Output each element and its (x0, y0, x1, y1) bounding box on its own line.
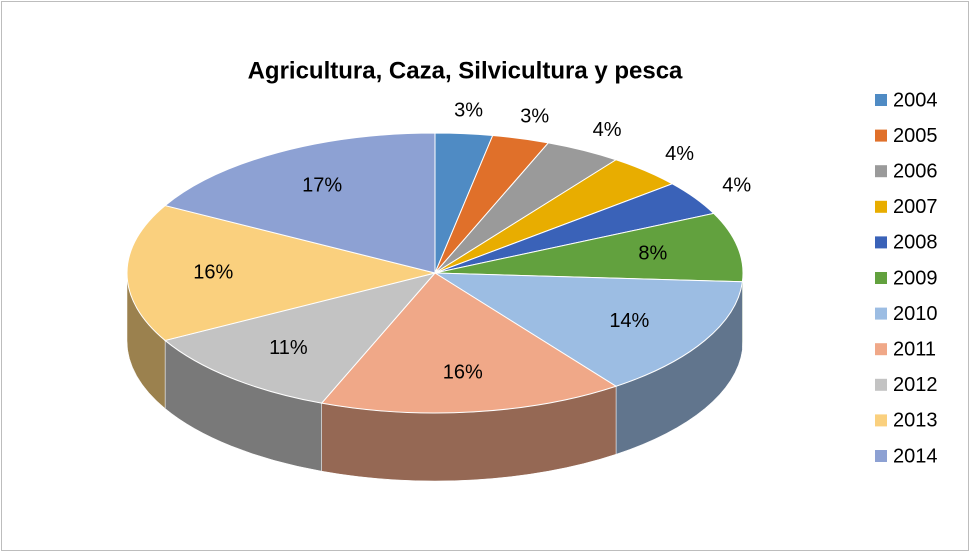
legend-label: 2007 (893, 196, 938, 218)
data-label: 16% (443, 361, 483, 383)
data-label: 11% (269, 337, 308, 359)
legend-label: 2008 (893, 232, 938, 254)
legend-swatch (875, 272, 887, 284)
chart-title: Agricultura, Caza, Silvicultura y pesca (248, 57, 683, 84)
legend-swatch (875, 378, 887, 391)
legend-label: 2005 (893, 125, 938, 147)
pie-slice (164, 132, 436, 274)
legend-swatch (875, 236, 887, 249)
legend-label: 2009 (893, 267, 938, 289)
pie-slice (126, 205, 436, 341)
data-label: 8% (638, 242, 667, 264)
pie-slice (164, 272, 437, 404)
legend-swatch (875, 165, 887, 178)
legend-label: 2004 (893, 89, 938, 111)
data-label: 4% (665, 143, 694, 165)
legend-label: 2014 (893, 445, 938, 467)
data-label: 3% (520, 105, 549, 127)
legend-label: 2011 (893, 338, 936, 360)
data-label: 4% (593, 119, 622, 141)
legend-swatch (875, 414, 887, 427)
legend-label: 2010 (893, 303, 938, 325)
data-label: 4% (722, 174, 751, 196)
legend-swatch (875, 94, 887, 106)
data-label: 3% (454, 100, 483, 122)
data-label: 17% (302, 175, 342, 197)
pie-slice (433, 272, 743, 387)
data-label: 14% (609, 310, 649, 332)
legend-label: 2006 (893, 160, 938, 182)
data-label: 16% (193, 261, 233, 283)
pie-slice (320, 272, 618, 414)
legend-swatch (875, 307, 887, 320)
legend-swatch (875, 200, 887, 213)
legend-swatch (875, 450, 887, 462)
legend-swatch (875, 343, 887, 356)
legend-label: 2012 (893, 374, 938, 396)
pie-slice (434, 212, 744, 283)
legend-label: 2013 (893, 410, 938, 432)
legend-swatch (875, 129, 887, 142)
